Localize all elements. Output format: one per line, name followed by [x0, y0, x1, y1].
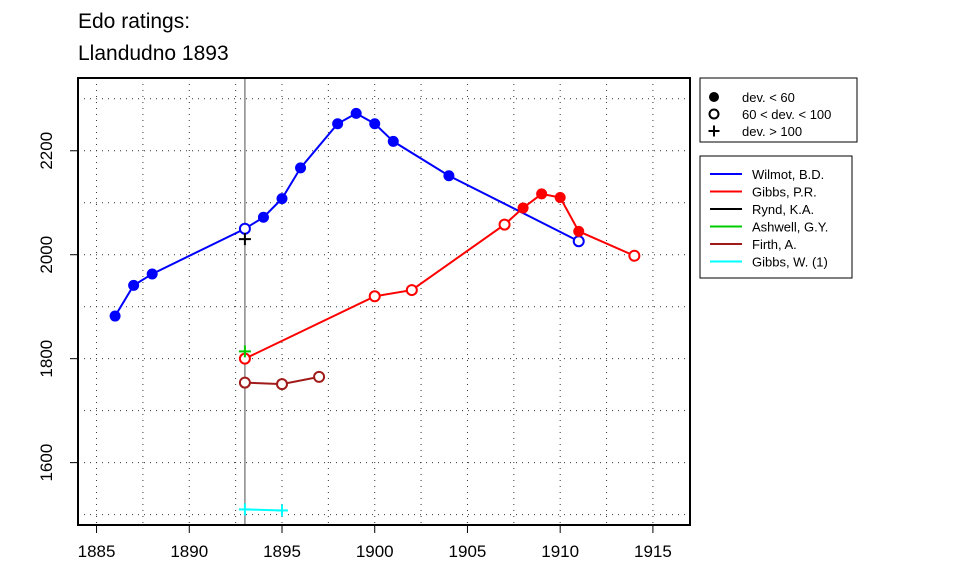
- marker-legend-label: dev. > 100: [742, 124, 802, 139]
- marker-filled: [146, 268, 158, 280]
- series-layer: [109, 107, 641, 517]
- chart-title-line-2: Llandudno 1893: [78, 42, 229, 65]
- series-wilmot-b-d: [109, 107, 585, 322]
- y-tick-label: 1800: [37, 340, 56, 378]
- marker-filled: [536, 188, 548, 200]
- y-tick-label: 2200: [37, 132, 56, 170]
- series-legend-label: Gibbs, P.R.: [752, 185, 817, 200]
- marker-filled: [295, 162, 307, 174]
- x-tick-label: 1900: [356, 542, 394, 561]
- series-line: [244, 508, 283, 512]
- x-tick-label: 1910: [541, 542, 579, 561]
- x-tick-label: 1915: [634, 542, 672, 561]
- marker-open: [498, 218, 511, 231]
- y-tick-label: 1600: [37, 444, 56, 482]
- chart-title-line-1: Edo ratings:: [78, 10, 190, 33]
- series-legend-box: [699, 155, 853, 279]
- series-legend-label: Ashwell, G.Y.: [752, 220, 828, 235]
- series-gibbs-p-r: [238, 188, 641, 365]
- grid-lines: [78, 78, 690, 525]
- marker-filled: [257, 211, 269, 223]
- series-ashwell-g-y: [238, 345, 251, 358]
- x-tick-label: 1895: [263, 542, 301, 561]
- marker-open: [572, 235, 585, 248]
- marker-plus: [708, 125, 720, 137]
- marker-filled: [443, 170, 455, 182]
- series-firth-a: [238, 370, 326, 391]
- marker-filled: [554, 192, 566, 204]
- y-tick-label: 2000: [37, 236, 56, 274]
- marker-filled: [128, 279, 140, 291]
- marker-open: [238, 222, 251, 235]
- series-legend-label: Rynd, K.A.: [752, 202, 814, 217]
- marker-filled: [573, 225, 585, 237]
- marker-filled: [517, 202, 529, 214]
- marker-open: [708, 108, 720, 120]
- marker-filled: [387, 135, 399, 147]
- marker-plus: [238, 345, 251, 358]
- series-legend-label: Wilmot, B.D.: [752, 167, 824, 182]
- series-rynd-k-a: [238, 233, 251, 246]
- axes: 1885 1890 1895 1900 1905 1910 1915 1600 1800 2000…: [37, 78, 672, 561]
- x-tick-label: 1905: [449, 542, 487, 561]
- marker-open: [276, 378, 288, 391]
- marker-filled: [350, 107, 362, 119]
- marker-open: [405, 284, 418, 297]
- marker-open: [368, 290, 381, 303]
- plot-frame: [77, 77, 691, 526]
- marker-filled: [276, 193, 288, 205]
- series-gibbs-w-1: [238, 503, 288, 517]
- series-legend: Wilmot, B.D. Gibbs, P.R. Rynd, K.A. Ashwell…: [699, 155, 853, 279]
- marker-legend-label: 60 < dev. < 100: [742, 107, 831, 122]
- marker-legend-box: [699, 77, 858, 143]
- marker-open: [628, 249, 641, 262]
- x-tick-label: 1885: [78, 542, 116, 561]
- marker-legend-label: dev. < 60: [742, 90, 795, 105]
- marker-plus: [238, 233, 251, 246]
- marker-filled: [109, 310, 121, 322]
- marker-filled: [709, 92, 719, 102]
- marker-filled: [369, 118, 381, 130]
- x-tick-label: 1890: [170, 542, 208, 561]
- series-legend-label: Firth, A.: [752, 237, 797, 252]
- marker-open: [238, 376, 251, 389]
- marker-open: [313, 370, 326, 383]
- marker-plus: [276, 504, 288, 517]
- marker-legend: dev. < 60 60 < dev. < 100 dev. > 100: [699, 77, 858, 143]
- marker-plus: [238, 503, 251, 516]
- marker-filled: [332, 118, 344, 130]
- series-legend-label: Gibbs, W. (1): [752, 255, 828, 270]
- series-line: [114, 112, 580, 317]
- series-line: [244, 192, 635, 360]
